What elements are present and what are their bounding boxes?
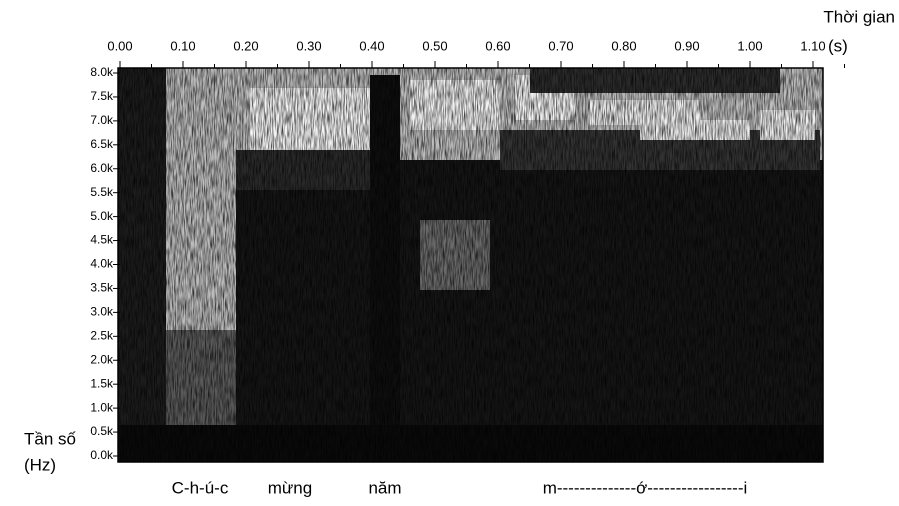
y-tick-label: 7.5k: [90, 89, 114, 103]
x-tick-label: 0.60: [485, 38, 510, 53]
y-tick-label: 8.0k: [90, 65, 114, 79]
x-tick-label: 1.00: [737, 38, 762, 53]
y-tick-label: 1.0k: [90, 400, 114, 414]
y-tick-label: 6.5k: [90, 137, 114, 151]
x-tick-label: 0.40: [359, 38, 384, 53]
y-tick-label: 3.0k: [90, 305, 114, 319]
y-tick-label: 4.5k: [90, 233, 114, 247]
y-tick-label: 3.5k: [90, 281, 114, 295]
y-tick-label: 4.0k: [90, 257, 114, 271]
spectrogram-image: [118, 68, 823, 462]
x-tick-label: 0.30: [296, 38, 321, 53]
x-tick-label: 0.90: [674, 38, 699, 53]
y-tick-label: 1.5k: [90, 376, 114, 390]
y-tick-label: 2.0k: [90, 352, 114, 366]
y-tick-label: 7.0k: [90, 113, 114, 127]
x-axis-unit: (s): [828, 36, 848, 55]
segment-label: m--------------ớ-----------------i: [543, 478, 748, 497]
x-tick-label: 0.80: [611, 38, 636, 53]
x-axis-label: Thời gian: [823, 7, 895, 26]
x-tick-label: 0.00: [107, 38, 132, 53]
y-tick-label: 6.0k: [90, 161, 114, 175]
segment-label: C-h-ú-c: [172, 478, 229, 497]
segment-label: mừng: [268, 478, 312, 497]
x-tick-label: 1.10: [800, 38, 825, 53]
x-tick-label: 0.50: [422, 38, 447, 53]
y-axis-label: Tần số: [24, 429, 77, 448]
x-tick-label: 0.10: [170, 38, 195, 53]
y-tick-label: 0.5k: [90, 424, 114, 438]
y-tick-label: 0.0k: [90, 448, 114, 462]
segment-label: năm: [368, 478, 401, 497]
y-tick-label: 5.5k: [90, 185, 114, 199]
x-tick-label: 0.20: [233, 38, 258, 53]
y-axis-unit: (Hz): [24, 455, 56, 474]
y-tick-label: 5.0k: [90, 209, 114, 223]
x-tick-label: 0.70: [548, 38, 573, 53]
y-tick-label: 2.5k: [90, 328, 114, 342]
